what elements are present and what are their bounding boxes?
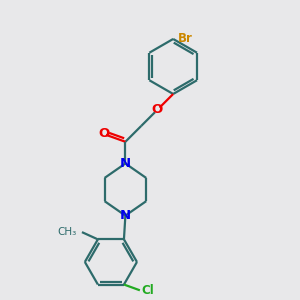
Text: N: N: [120, 157, 131, 170]
Text: Br: Br: [178, 32, 192, 46]
Text: O: O: [98, 127, 109, 140]
Text: N: N: [120, 209, 131, 222]
Text: CH₃: CH₃: [58, 226, 77, 237]
Text: Cl: Cl: [141, 284, 154, 297]
Text: O: O: [152, 103, 163, 116]
